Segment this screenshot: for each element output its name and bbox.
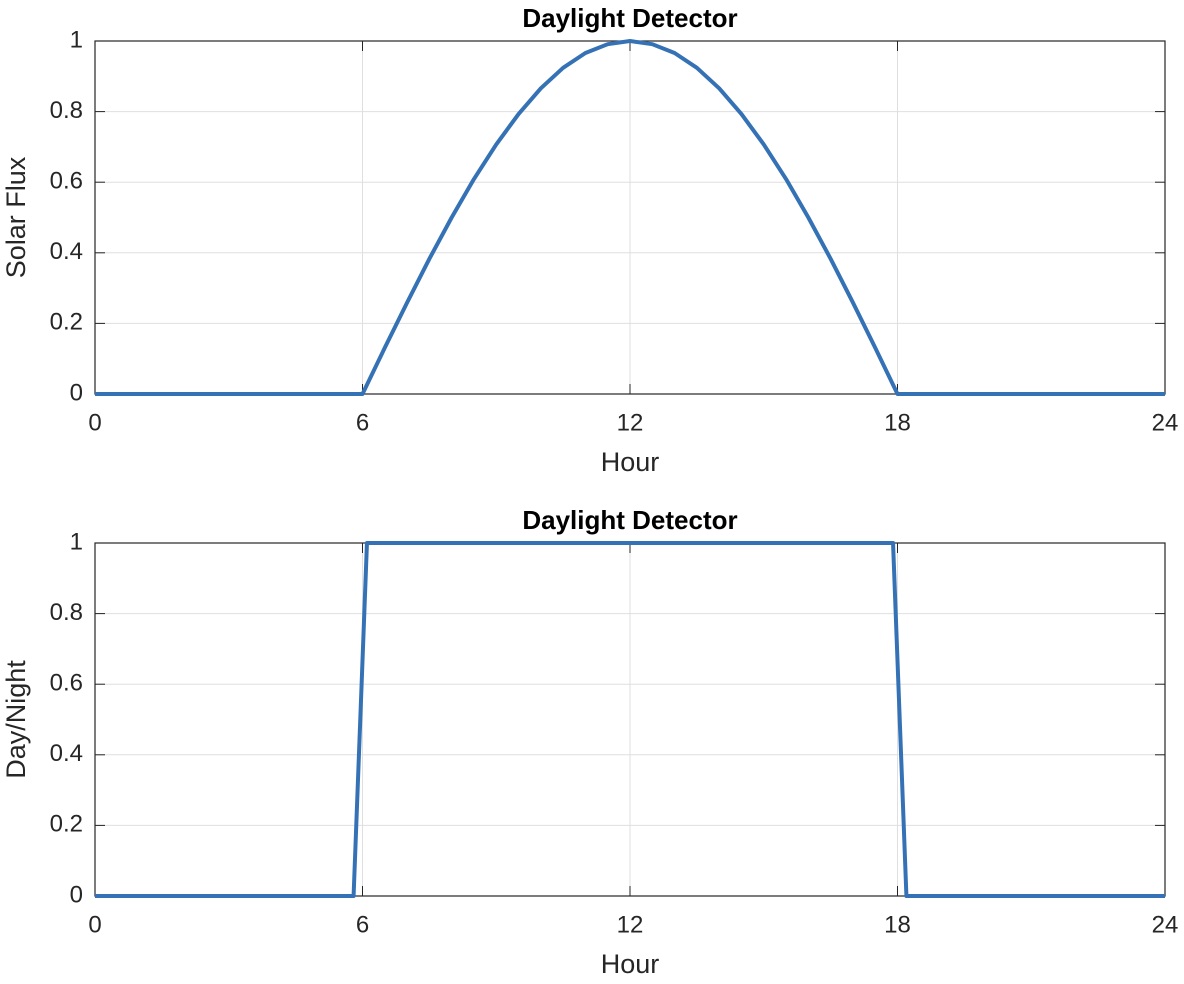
x-axis-label: Hour xyxy=(601,447,660,477)
x-tick-label: 18 xyxy=(884,911,911,938)
x-tick-label: 12 xyxy=(617,911,644,938)
x-tick-label: 12 xyxy=(617,409,644,436)
x-axis-label: Hour xyxy=(601,949,660,979)
y-axis-label: Day/Night xyxy=(1,660,31,779)
y-tick-label: 1 xyxy=(70,528,83,555)
y-tick-label: 0.4 xyxy=(50,238,83,265)
y-tick-label: 0.8 xyxy=(50,599,83,626)
x-tick-label: 0 xyxy=(88,409,101,436)
y-axis-label: Solar Flux xyxy=(1,156,31,278)
x-tick-label: 24 xyxy=(1152,409,1179,436)
x-tick-label: 6 xyxy=(356,409,369,436)
x-tick-label: 18 xyxy=(884,409,911,436)
x-tick-label: 0 xyxy=(88,911,101,938)
y-tick-label: 0.2 xyxy=(50,811,83,838)
y-tick-label: 0.8 xyxy=(50,97,83,124)
y-tick-label: 0.6 xyxy=(50,168,83,195)
y-tick-label: 0 xyxy=(70,379,83,406)
data-line xyxy=(95,541,1165,898)
y-tick-label: 0.2 xyxy=(50,309,83,336)
x-tick-label: 24 xyxy=(1152,911,1179,938)
data-line xyxy=(95,39,1165,396)
y-tick-label: 0.4 xyxy=(50,740,83,767)
chart-title: Daylight Detector xyxy=(522,3,737,33)
y-tick-label: 0 xyxy=(70,881,83,908)
y-tick-label: 1 xyxy=(70,26,83,53)
x-tick-label: 6 xyxy=(356,911,369,938)
y-tick-label: 0.6 xyxy=(50,670,83,697)
chart-title: Daylight Detector xyxy=(522,505,737,535)
